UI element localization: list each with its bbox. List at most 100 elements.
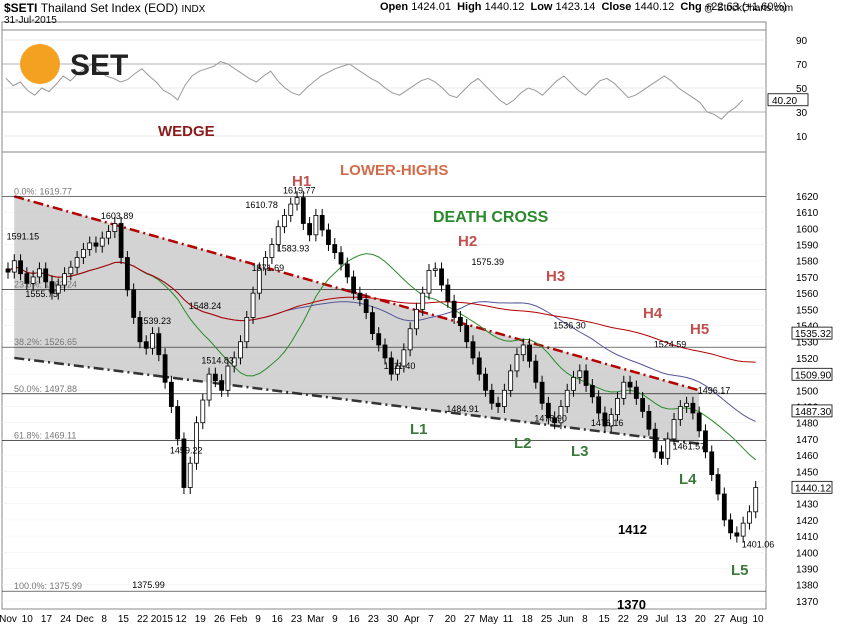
price-label: 1511.40	[384, 361, 416, 371]
x-axis-label: 10	[22, 614, 34, 625]
candle-body	[703, 430, 708, 453]
rsi-tick-label: 70	[796, 60, 808, 71]
close-label: Close	[601, 1, 632, 13]
price-tick-label: 1560	[796, 289, 819, 300]
rsi-tick-label: 50	[796, 84, 808, 95]
candle-body	[357, 292, 363, 301]
candle-body	[81, 249, 86, 258]
price-tick-label: 1590	[796, 241, 819, 252]
price-tick-label: 1410	[796, 532, 819, 543]
candle-body	[671, 419, 677, 440]
set-logo-icon	[20, 44, 60, 84]
price-tick-label: 1450	[796, 467, 819, 478]
candle-body	[677, 406, 683, 420]
price-tick-label: 1610	[796, 208, 819, 219]
candle-body	[68, 266, 74, 275]
price-tick-label: 1620	[796, 192, 819, 203]
candle-body	[319, 214, 325, 231]
annotation-label: DEATH CROSS	[433, 209, 549, 226]
annotation-label: 1412	[618, 522, 647, 537]
candle-body	[269, 244, 275, 258]
price-label: 1484.91	[446, 404, 479, 414]
x-axis-label: 26	[214, 614, 226, 625]
price-tick-label: 1370	[796, 597, 819, 608]
rsi-tick-label: 90	[796, 36, 808, 47]
right-value-label: 1509.90	[795, 370, 832, 381]
candle-body	[282, 214, 287, 228]
candle-body	[376, 333, 382, 346]
candle-body	[181, 438, 187, 488]
candle-body	[539, 381, 545, 404]
candle-body	[640, 398, 646, 412]
fib-level-label: 0.0%: 1619.77	[14, 186, 72, 196]
candle-body	[495, 402, 501, 407]
candle-body	[194, 422, 199, 464]
x-axis-label: 11	[503, 614, 514, 625]
candle-body	[43, 268, 49, 283]
price-label: 1478.90	[534, 414, 567, 424]
x-axis-label: 25	[541, 614, 553, 625]
candle-body	[187, 462, 193, 488]
price-label: 1548.24	[189, 301, 222, 311]
candle-body	[395, 365, 400, 375]
candle-body	[137, 317, 143, 343]
candle-body	[684, 402, 689, 407]
candle-body	[627, 381, 633, 388]
candle-body	[175, 406, 181, 440]
annotation-label: H3	[546, 268, 565, 285]
price-tick-label: 1600	[796, 224, 819, 235]
candle-body	[571, 376, 576, 391]
x-axis-label: Aug	[730, 614, 748, 625]
candle-body	[715, 474, 721, 495]
price-tick-label: 1400	[796, 548, 819, 559]
candle-body	[734, 532, 740, 537]
candle-body	[407, 328, 413, 351]
wedge-lower-line	[14, 356, 700, 446]
x-axis-label: 15	[599, 614, 611, 625]
annotation-label: H2	[458, 233, 477, 250]
rsi-last-badge	[767, 93, 809, 107]
fib-level-label: 61.8%: 1469.11	[14, 430, 76, 440]
x-axis-label: 30	[387, 614, 399, 625]
candle-body	[533, 360, 539, 383]
x-axis-label: 9	[332, 614, 338, 625]
x-axis-label: 23	[368, 614, 380, 625]
candle-body	[118, 223, 124, 258]
candle-body	[307, 223, 313, 236]
candle-body	[577, 370, 583, 378]
chart-date: 31-Jul-2015	[4, 15, 57, 26]
candle-body	[464, 325, 470, 343]
candle-body	[351, 276, 356, 294]
x-axis-label: 17	[41, 614, 53, 625]
candle-body	[231, 357, 237, 367]
candle-body	[5, 268, 11, 273]
price-label: 1575.39	[472, 257, 505, 267]
x-axis-label: 18	[522, 614, 534, 625]
candle-body	[11, 260, 17, 273]
candle-body	[596, 396, 602, 414]
candle-body	[24, 273, 30, 284]
price-label: 1555.75	[25, 289, 58, 299]
price-label: 1461.57	[673, 442, 706, 452]
right-value-label: 1487.30	[795, 407, 832, 418]
candle-body	[740, 522, 746, 537]
right-value-badge	[791, 367, 833, 381]
candle-body	[156, 333, 162, 356]
x-axis-label: Jun	[558, 614, 574, 625]
candle-body	[747, 511, 752, 524]
candle-body	[256, 268, 262, 294]
candle-body	[206, 373, 212, 401]
candle-body	[200, 399, 206, 424]
candle-body	[665, 438, 671, 459]
price-label: 1375.99	[132, 580, 165, 590]
candle-body	[552, 417, 558, 424]
x-axis-label: 8	[582, 614, 588, 625]
candle-body	[426, 270, 432, 294]
x-axis-label: 7	[428, 614, 434, 625]
price-tick-label: 1390	[796, 565, 819, 576]
price-label: 1603.89	[101, 211, 134, 221]
x-axis-label: Nov	[0, 614, 17, 625]
candle-body	[18, 260, 23, 275]
